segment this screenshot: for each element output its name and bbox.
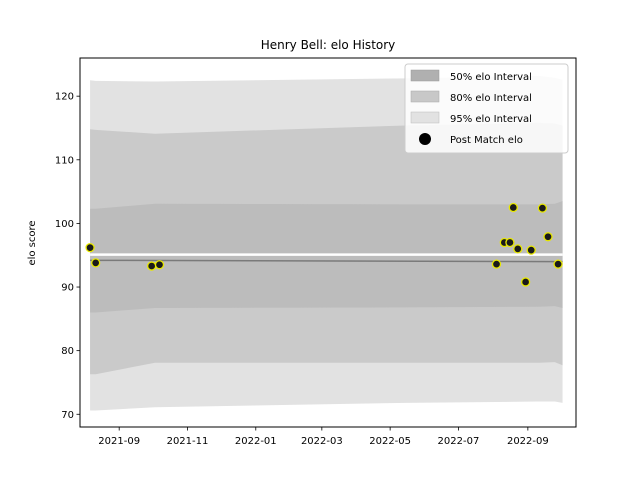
y-tick-label: 70	[61, 410, 74, 421]
legend: 50% elo Interval 80% elo Interval 95% el…	[404, 63, 569, 154]
band-50-interval	[90, 201, 563, 313]
y-tick-label: 90	[61, 283, 74, 294]
x-tick-label: 2021-11	[167, 436, 209, 447]
legend-label-95: 95% elo Interval	[450, 114, 532, 125]
x-tick-label: 2022-07	[438, 436, 480, 447]
chart-title: Henry Bell: elo History	[261, 38, 396, 52]
axes-frame	[79, 57, 577, 428]
x-tick-label: 2022-05	[369, 436, 411, 447]
post-match-elo-point	[154, 260, 165, 270]
legend-label-post-match: Post Match elo	[450, 135, 523, 146]
post-match-elo-point	[91, 258, 101, 268]
legend-box	[404, 63, 569, 154]
x-tick-label: 2022-09	[507, 436, 549, 447]
legend-swatch-95	[410, 111, 440, 124]
mean-elo-line	[90, 259, 563, 263]
y-tick-label: 110	[55, 155, 74, 166]
y-axis-label: elo score	[27, 220, 38, 265]
y-tick-label: 80	[61, 346, 74, 357]
x-tick-label: 2022-01	[235, 436, 277, 447]
post-match-elo-point	[553, 259, 563, 269]
y-tick-label: 100	[55, 219, 74, 230]
post-match-elo-point	[85, 242, 95, 253]
post-match-elo-point	[505, 237, 515, 248]
y-tick-label: 120	[55, 92, 74, 103]
legend-marker-post-match	[419, 133, 431, 145]
legend-label-80: 80% elo Interval	[450, 93, 532, 104]
post-match-elo-point	[543, 232, 553, 242]
legend-swatch-50	[410, 69, 440, 82]
post-match-elo-point	[147, 261, 157, 271]
legend-label-50: 50% elo Interval	[450, 72, 532, 83]
axis-ticks: 70 80 90 100 110 120 2021-09 2021-11 2022-01 2022…	[55, 92, 549, 447]
post-match-elo-point	[520, 277, 531, 287]
post-match-elo-point	[508, 202, 518, 213]
x-tick-label: 2021-09	[98, 436, 140, 447]
post-match-elo-point	[491, 259, 502, 269]
plot-area	[85, 75, 563, 411]
x-tick-label: 2022-03	[301, 436, 343, 447]
post-match-elo-point	[537, 203, 548, 213]
legend-swatch-80	[410, 90, 440, 103]
post-match-elo-point	[526, 245, 536, 255]
post-match-elo-point	[513, 244, 523, 254]
